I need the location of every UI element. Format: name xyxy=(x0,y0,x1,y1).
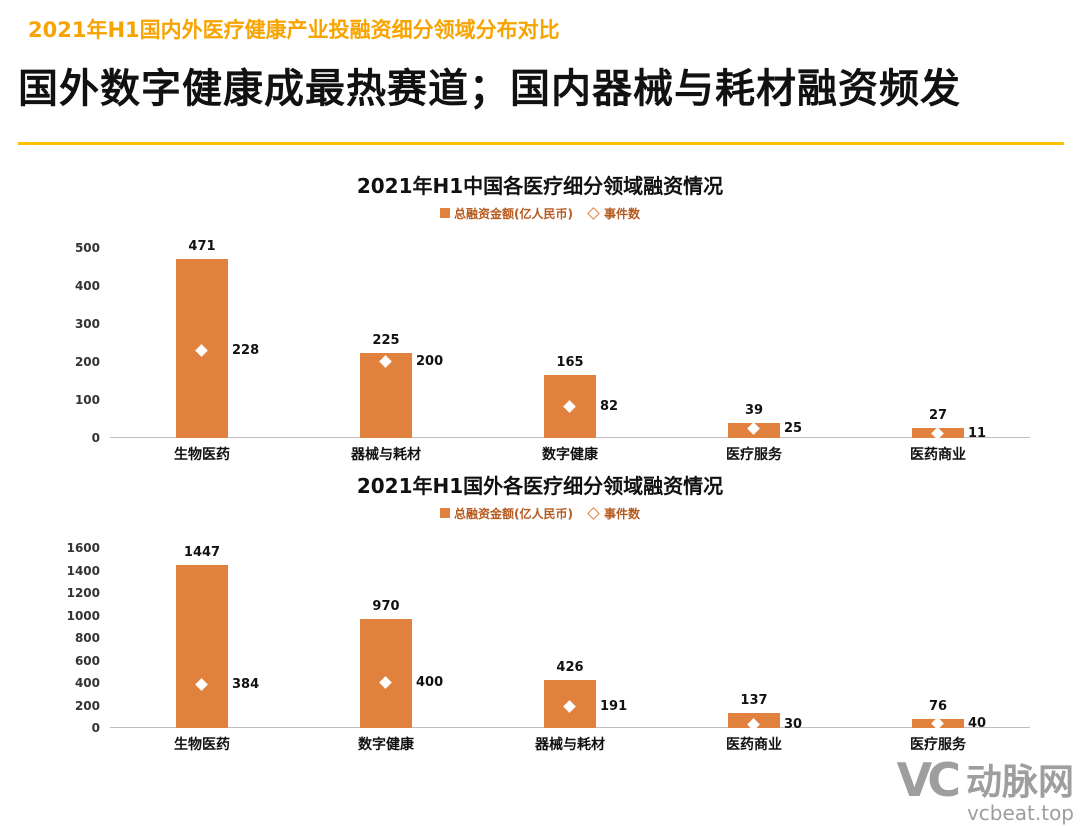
china-chart-plot: 0 100 200 300 400 500 471 228 生物医药 225 200 器械与耗材 165… xyxy=(30,239,1050,463)
bar-value-label: 471 xyxy=(188,239,216,255)
event-count-legend-label: 事件数 xyxy=(603,206,640,221)
y-axis-tick-label: 200 xyxy=(74,698,100,713)
category-label: 医疗服务 xyxy=(726,447,782,463)
bar-value-label: 970 xyxy=(372,598,400,614)
bar-value-label: 27 xyxy=(928,407,948,423)
y-axis-tick-label: 400 xyxy=(74,279,100,293)
y-axis-tick-label: 400 xyxy=(74,676,100,690)
bar-value-label: 76 xyxy=(928,699,948,715)
vcbeat-watermark: VC 动脉网 vcbeat.top xyxy=(896,752,1074,825)
category-label: 医疗服务 xyxy=(910,737,966,753)
y-axis-tick-label: 0 xyxy=(91,431,100,445)
foreign-chart-legend: 总融资金额(亿人民币) 事件数 xyxy=(30,506,1050,521)
event-count-label: 30 xyxy=(784,716,803,732)
funding-amount-bar xyxy=(360,618,412,728)
funding-amount-bar xyxy=(176,565,228,728)
foreign-chart-title: 2021年H1国外各医疗细分领域融资情况 xyxy=(356,474,724,498)
y-axis-tick-label: 1400 xyxy=(66,563,100,578)
y-axis-tick-label: 200 xyxy=(74,355,100,369)
y-axis-tick-label: 600 xyxy=(74,653,100,668)
watermark-row: VC 动脉网 xyxy=(896,752,1074,807)
bar-value-label: 426 xyxy=(556,660,584,676)
event-count-label: 200 xyxy=(416,354,444,369)
event-count-legend-marker xyxy=(587,206,600,220)
event-count-label: 11 xyxy=(968,425,987,441)
event-count-label: 228 xyxy=(232,343,260,359)
category-label: 生物医药 xyxy=(174,737,230,753)
event-count-label: 400 xyxy=(416,675,444,690)
event-count-label: 40 xyxy=(968,715,987,731)
category-label: 器械与耗材 xyxy=(535,737,605,753)
foreign-chart-plot: 0 200 400 600 800 1000 1200 1400 1600 1447 384 生物医药… xyxy=(30,541,1050,753)
funding-amount-legend-marker xyxy=(440,208,450,218)
event-count-label: 384 xyxy=(232,676,260,692)
event-count-legend-label: 事件数 xyxy=(603,506,640,521)
watermark-site-name: 动脉网 xyxy=(965,761,1074,803)
category-label: 医药商业 xyxy=(910,447,966,463)
event-count-label: 25 xyxy=(784,420,803,436)
funding-amount-legend-marker xyxy=(440,508,450,518)
y-axis-tick-label: 300 xyxy=(74,317,100,331)
bar-value-label: 1447 xyxy=(183,545,221,561)
bar-value-label: 225 xyxy=(372,332,400,348)
bar-value-label: 165 xyxy=(556,355,584,371)
foreign-chart-section: 2021年H1国外各医疗细分领域融资情况 总融资金额(亿人民币) 事件数 0 20… xyxy=(30,474,1050,753)
china-chart-section: 2021年H1中国各医疗细分领域融资情况 总融资金额(亿人民币) 事件数 0 10… xyxy=(30,174,1050,463)
charts-area: 2021年H1中国各医疗细分领域融资情况 总融资金额(亿人民币) 事件数 0 10… xyxy=(0,158,1080,764)
event-count-label: 191 xyxy=(600,698,628,714)
category-label: 医药商业 xyxy=(726,737,782,753)
china-chart-legend: 总融资金额(亿人民币) 事件数 xyxy=(30,206,1050,221)
y-axis-tick-label: 0 xyxy=(91,721,100,735)
y-axis-tick-label: 1600 xyxy=(66,541,100,555)
category-label: 数字健康 xyxy=(358,737,414,753)
y-axis-tick-label: 1000 xyxy=(66,608,100,623)
funding-amount-legend-label: 总融资金额(亿人民币) xyxy=(454,506,573,521)
page-title: 国外数字健康成最热赛道；国内器械与耗材融资频发 xyxy=(18,66,961,112)
event-count-legend-marker xyxy=(587,506,600,520)
china-chart-title: 2021年H1中国各医疗细分领域融资情况 xyxy=(356,174,724,198)
event-count-label: 82 xyxy=(600,398,619,414)
report-eyebrow: 2021年H1国内外医疗健康产业投融资细分领域分布对比 xyxy=(28,18,560,42)
bar-value-label: 39 xyxy=(744,403,764,419)
title-underline xyxy=(18,142,1064,145)
bar-value-label: 137 xyxy=(740,692,768,708)
y-axis-tick-label: 500 xyxy=(74,241,100,255)
y-axis-tick-label: 1200 xyxy=(66,586,100,600)
y-axis-tick-label: 800 xyxy=(74,631,100,645)
category-label: 数字健康 xyxy=(542,447,598,463)
vcbeat-logo-icon: VC xyxy=(896,752,961,807)
watermark-site-url: vcbeat.top xyxy=(966,801,1074,825)
category-label: 器械与耗材 xyxy=(351,447,421,463)
y-axis-tick-label: 100 xyxy=(74,393,100,407)
category-label: 生物医药 xyxy=(174,447,230,463)
funding-amount-legend-label: 总融资金额(亿人民币) xyxy=(454,206,573,221)
